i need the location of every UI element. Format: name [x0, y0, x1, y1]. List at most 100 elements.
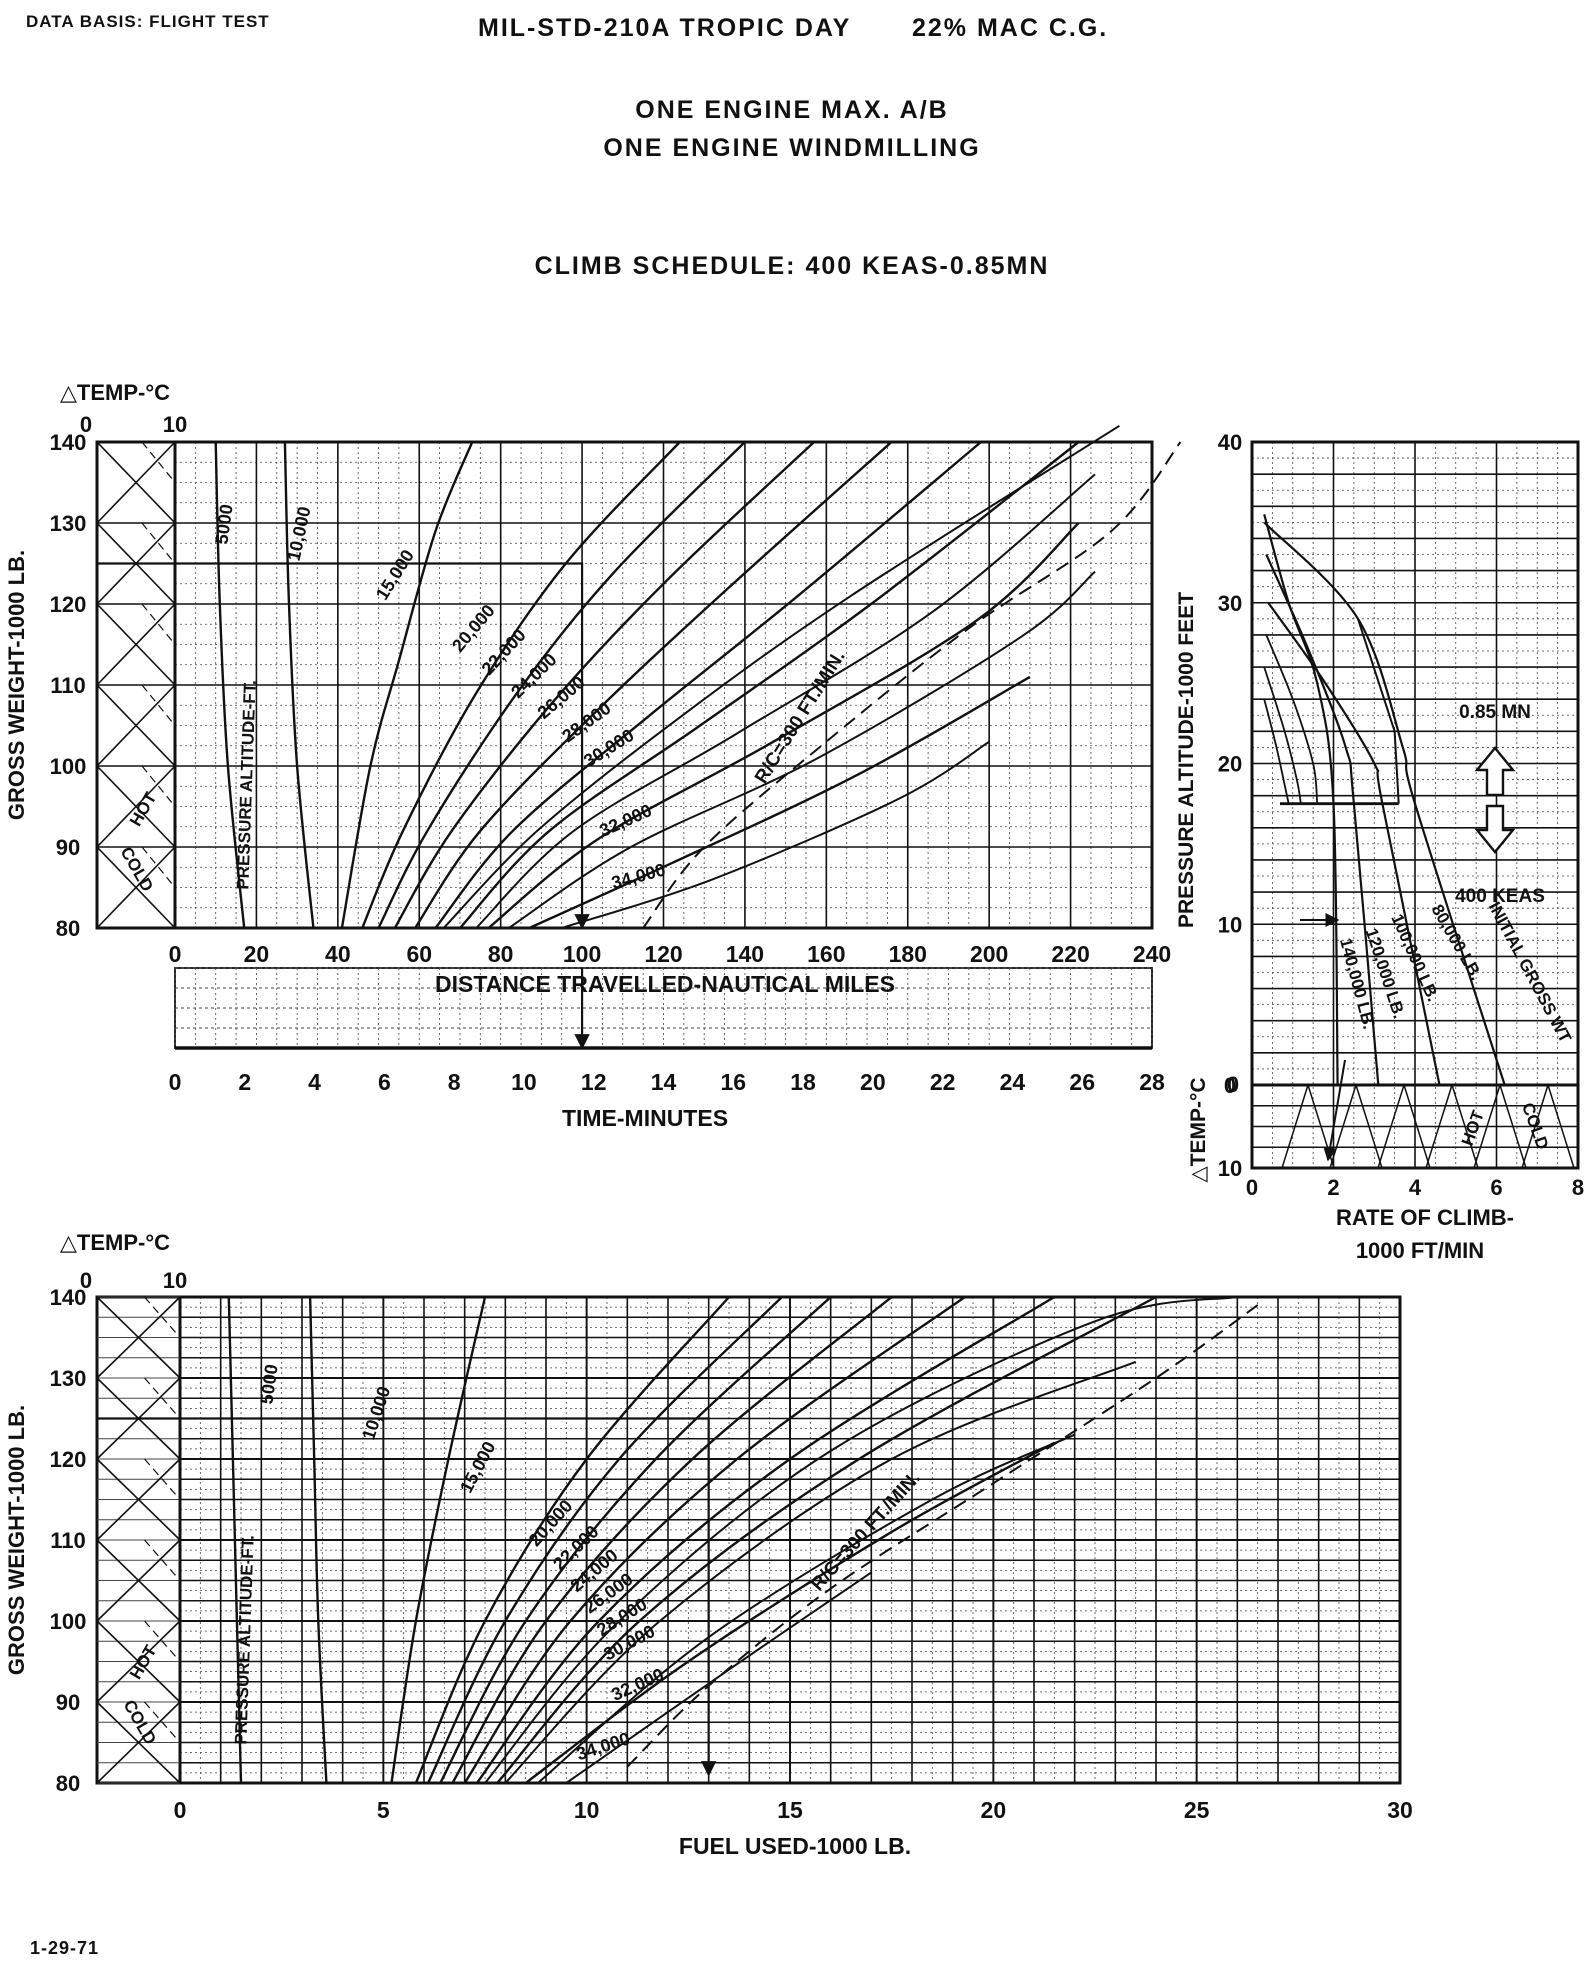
altitude-curve — [227, 1296, 243, 1784]
temp-correction-line — [1547, 1084, 1575, 1169]
time-tick-label: 20 — [860, 1069, 886, 1095]
down-arrow-icon — [1474, 804, 1516, 854]
altitude-curve — [427, 1296, 783, 1784]
altitude-curve-label: 15,000 — [372, 546, 418, 603]
time-tick-label: 4 — [308, 1069, 321, 1095]
temp-correction-dashed — [144, 1458, 181, 1500]
x-tick-label: 20 — [981, 1797, 1007, 1823]
temp-correction-line — [1425, 1084, 1453, 1169]
time-tick-label: 8 — [448, 1069, 461, 1095]
temp-correction-dashed — [141, 684, 176, 726]
time-tick-label: 14 — [651, 1069, 677, 1095]
hot-label: HOT — [1458, 1107, 1488, 1148]
x-axis-title: DISTANCE TRAVELLED-NAUTICAL MILES — [435, 971, 895, 997]
weight-curve-label: 80,000 LB. — [1428, 901, 1487, 983]
x-tick-label: 8 — [1572, 1175, 1584, 1200]
altitude-curve — [496, 1295, 1157, 1784]
x-tick-label: 40 — [325, 941, 351, 967]
x-tick-label: 60 — [406, 941, 432, 967]
x-tick-label: 160 — [807, 941, 845, 967]
y-tick-label: 110 — [50, 673, 86, 698]
x-tick-label: 200 — [970, 941, 1008, 967]
altitude-curve — [283, 441, 315, 929]
y-tick-label: 80 — [56, 1771, 80, 1796]
weight-curve — [1263, 514, 1339, 1086]
y-tick-label: 120 — [50, 1447, 87, 1472]
altitude-curve — [451, 1296, 893, 1784]
hot-label: HOT — [126, 788, 161, 829]
weight-curve-intermediate — [1265, 634, 1319, 804]
altitude-curve-label: 34,000 — [609, 859, 667, 893]
y-tick-label: 110 — [50, 1528, 86, 1553]
temp-correction-dashed — [141, 603, 176, 645]
x-axis-title-line2: 1000 FT/MIN — [1356, 1238, 1484, 1263]
altitude-curve-label: 34,000 — [574, 1728, 633, 1764]
x-tick-label: 180 — [889, 941, 927, 967]
x-tick-label: 6 — [1490, 1175, 1502, 1200]
temp-correction-line — [96, 603, 176, 686]
temp-tick-label: 0 — [1227, 1072, 1239, 1097]
mn-label: 0.85 MN — [1459, 702, 1531, 723]
keas-label: 400 KEAS — [1455, 886, 1545, 907]
temp-strip-frame — [1250, 1083, 1580, 1170]
altitude-curve-label: 22,000 — [478, 625, 530, 679]
x-tick-label: 25 — [1184, 1797, 1210, 1823]
temp-axis-title: △TEMP-°C — [60, 1230, 170, 1255]
altitude-curve — [487, 522, 1080, 929]
weight-curve — [1263, 521, 1506, 1086]
temp-tick-label: 0 — [80, 1268, 92, 1293]
time-tick-label: 2 — [238, 1069, 251, 1095]
y-axis-title: GROSS WEIGHT-1000 LB. — [4, 550, 29, 820]
altitude-curve — [377, 441, 746, 929]
grid — [174, 441, 1153, 929]
up-arrow-icon — [1474, 746, 1516, 797]
x-tick-label: 30 — [1387, 1797, 1413, 1823]
climb-schedule-title: CLIMB SCHEDULE: 400 KEAS-0.85MN — [534, 252, 1050, 280]
example-path — [1323, 1059, 1346, 1162]
example-path — [97, 562, 590, 930]
y-tick-label: 140 — [50, 1285, 87, 1310]
weight-curve — [1267, 602, 1441, 1086]
x-tick-label: 15 — [777, 1797, 803, 1823]
altitude-curve — [414, 1296, 730, 1784]
y-tick-label: 90 — [56, 835, 80, 860]
altitude-curve-intermediate — [475, 473, 1096, 929]
altitude-curve-label: 5000 — [211, 503, 236, 545]
x-tick-label: 4 — [1409, 1175, 1422, 1200]
weight-curves — [1263, 514, 1506, 1086]
altitude-curve-label: 20,000 — [448, 601, 499, 656]
temp-correction-dashed — [141, 846, 176, 888]
altitude-curve — [439, 1296, 832, 1784]
weight-curve-intermediate — [1263, 698, 1290, 804]
temp-correction-dashed — [141, 765, 176, 807]
temp-correction-line — [1355, 1084, 1383, 1169]
temp-correction-line — [1499, 1084, 1527, 1169]
y-tick-label: 120 — [50, 592, 87, 617]
temp-correction-dashed — [141, 522, 176, 564]
temp-axis-title: △TEMP-°C — [60, 380, 170, 405]
altitude-curve — [308, 1296, 328, 1784]
temp-correction-line — [96, 765, 176, 848]
temp-correction-line — [96, 1296, 181, 1379]
rc-limit-line — [626, 1304, 1259, 1768]
time-tick-label: 28 — [1139, 1069, 1165, 1095]
altitude-curve-label: 10,000 — [358, 1384, 394, 1443]
temp-correction-line — [96, 846, 176, 929]
altitude-curve-intermediate — [537, 1433, 1076, 1784]
weight-curve — [1265, 554, 1380, 1086]
time-tick-label: 18 — [790, 1069, 816, 1095]
temp-correction-line — [96, 1620, 181, 1703]
y-tick-label: 140 — [50, 430, 87, 455]
altitude-curve-intermediate — [561, 740, 990, 929]
example-path — [97, 1417, 717, 1777]
time-tick-label: 24 — [1000, 1069, 1026, 1095]
time-tick-label: 26 — [1069, 1069, 1095, 1095]
x-tick-label: 220 — [1051, 941, 1089, 967]
temp-correction-dashed — [144, 1296, 181, 1338]
y-tick-label: 130 — [50, 1366, 87, 1391]
weight-curve-intermediate — [1263, 666, 1302, 804]
temp-correction-line — [96, 684, 176, 767]
temp-correction-line — [1521, 1084, 1549, 1169]
